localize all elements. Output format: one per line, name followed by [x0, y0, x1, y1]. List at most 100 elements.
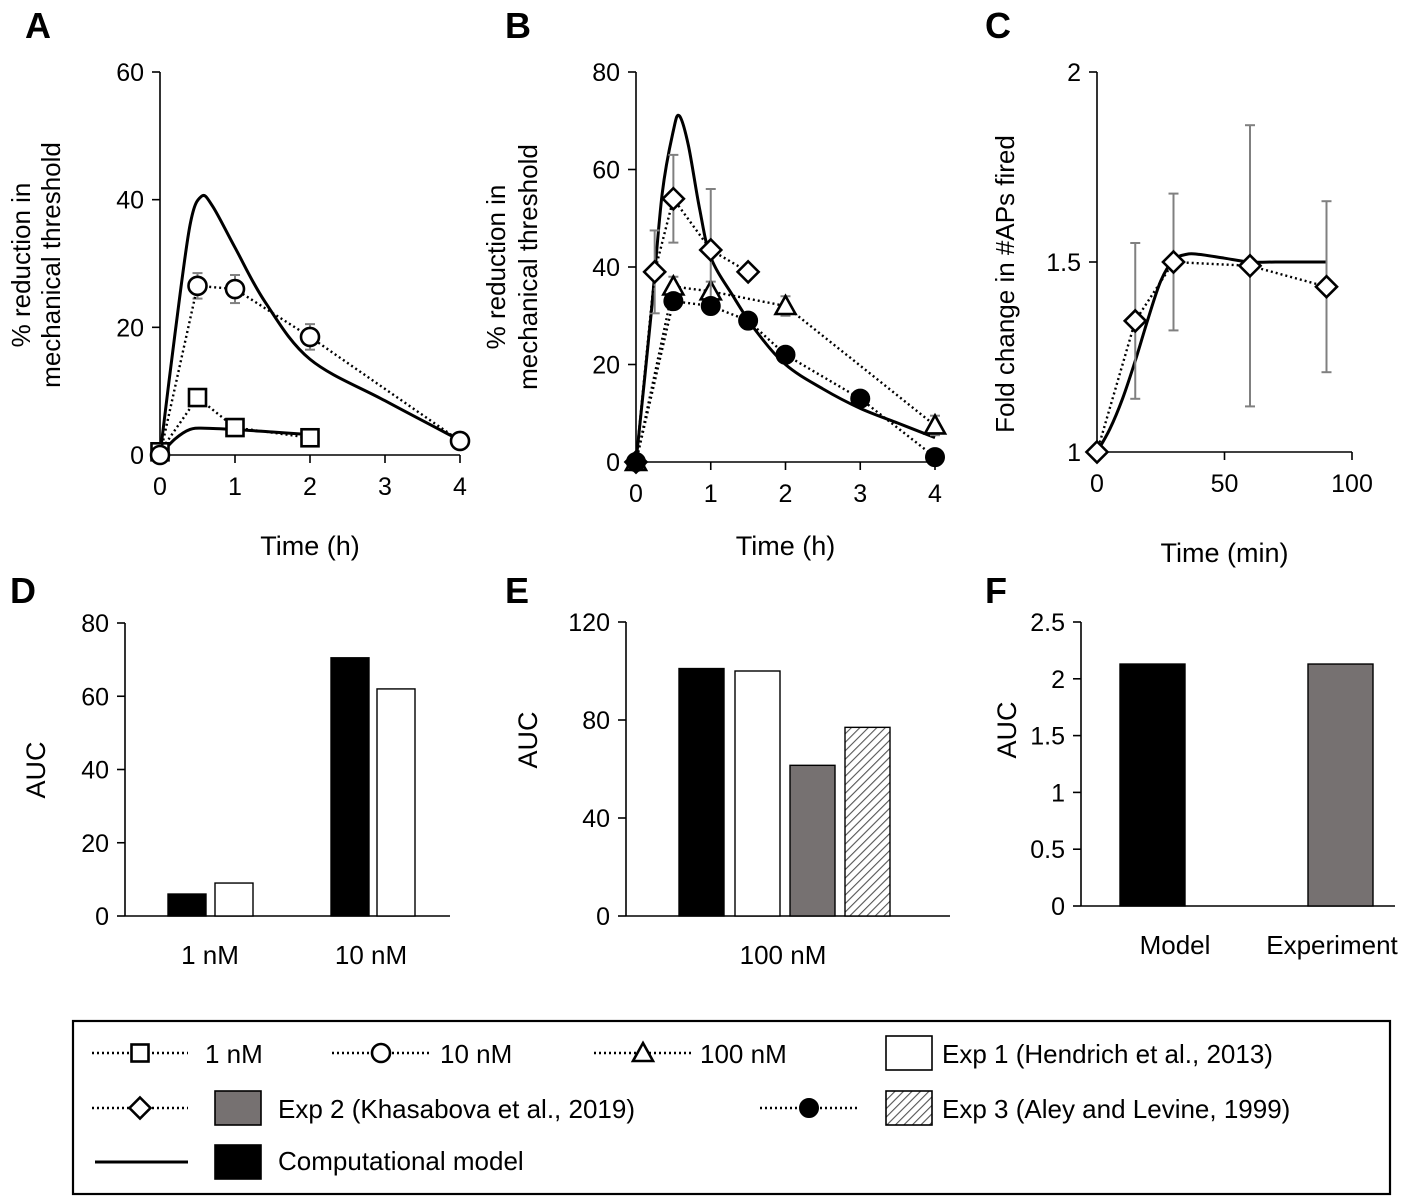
legend-box	[214, 1090, 262, 1126]
y-axis-label: % reduction in	[481, 185, 511, 350]
panel-letter: F	[985, 570, 1007, 611]
data-point	[449, 430, 471, 452]
legend: 1 nM 10 nM 100 nM Exp 1 (Hendrich et al., 2…	[71, 1019, 1392, 1196]
y-axis-label: mechanical threshold	[513, 144, 543, 390]
data-point	[773, 293, 798, 316]
legend-box	[885, 1035, 933, 1071]
y-axis-label: AUC	[513, 711, 543, 768]
legend-label: 100 nM	[700, 1039, 787, 1069]
data-point	[225, 417, 245, 438]
data-point	[1314, 274, 1339, 300]
x-tick-label: 0	[629, 480, 643, 508]
legend-marker	[799, 1098, 819, 1118]
category-label: Model	[1140, 930, 1211, 960]
bar	[330, 657, 370, 917]
x-tick-label: 50	[1211, 470, 1239, 498]
y-axis-label: AUC	[21, 741, 51, 798]
category-label: 100 nM	[740, 940, 827, 970]
panel-letter: A	[25, 5, 51, 46]
y-tick-label: 60	[116, 59, 144, 87]
panel-letter: C	[985, 5, 1011, 46]
y-tick-label: 20	[116, 314, 144, 342]
data-point	[925, 447, 945, 468]
bar	[678, 667, 725, 917]
panel-e: E 0 40 80 120 AUC 100 nM	[505, 570, 950, 970]
data-point	[1122, 308, 1148, 334]
y-axis-label: Fold change in #APs fired	[990, 135, 1020, 433]
legend-box	[885, 1090, 933, 1126]
y-tick-label: 40	[81, 757, 109, 785]
bar	[1307, 663, 1374, 907]
series-line	[634, 299, 936, 463]
panel-letter: E	[505, 570, 529, 611]
x-tick-label: 2	[779, 480, 793, 508]
legend-marker	[127, 1095, 153, 1121]
legend-marker	[130, 1043, 150, 1063]
x-axis-label: Time (h)	[736, 531, 836, 561]
data-point	[663, 291, 684, 312]
y-tick-label: 120	[568, 609, 610, 637]
data-point	[149, 444, 171, 466]
y-tick-label: 40	[116, 187, 144, 215]
y-tick-label: 80	[592, 59, 620, 87]
legend-label: Exp 3 (Aley and Levine, 1999)	[942, 1094, 1290, 1124]
data-point	[300, 427, 320, 448]
data-point	[1237, 253, 1263, 279]
x-axis-label: Time (h)	[260, 531, 360, 561]
legend-label: 10 nM	[440, 1039, 512, 1069]
series-line	[634, 195, 749, 463]
y-axis-label: % reduction in	[6, 183, 36, 348]
y-tick-label: 1	[1051, 779, 1065, 807]
x-tick-label: 3	[853, 480, 867, 508]
legend-label: Exp 1 (Hendrich et al., 2013)	[942, 1039, 1273, 1069]
y-tick-label: 80	[582, 707, 610, 735]
category-label: 10 nM	[335, 940, 407, 970]
series-line	[159, 395, 311, 453]
panel-d: D 0 20 40 60 80 AUC 1 nM 10 nM	[10, 570, 450, 970]
y-tick-label: 1.5	[1030, 723, 1065, 751]
panel-letter: B	[505, 5, 531, 46]
data-point	[738, 310, 759, 331]
model-line	[634, 113, 936, 463]
x-tick-label: 0	[1090, 470, 1104, 498]
panel-letter: D	[10, 570, 36, 611]
data-point	[775, 344, 796, 365]
y-tick-label: 1.5	[1046, 249, 1081, 277]
data-point	[1161, 249, 1186, 275]
panel-f: F 0 0.5 1 1.5 2 2.5 AUC Model Experiment	[985, 570, 1399, 960]
y-tick-label: 60	[81, 683, 109, 711]
model-line	[1095, 252, 1327, 453]
y-tick-label: 2.5	[1030, 609, 1065, 637]
x-tick-label: 4	[453, 473, 467, 501]
bar	[734, 670, 781, 917]
data-point	[299, 326, 321, 348]
bar	[844, 726, 891, 917]
x-tick-label: 1	[704, 480, 718, 508]
data-point	[1084, 439, 1110, 465]
y-tick-label: 0	[1051, 893, 1065, 921]
y-tick-label: 2	[1051, 666, 1065, 694]
y-tick-label: 0	[596, 903, 610, 931]
panel-a: A 0 20 40 60 0 1 2 3 4 Time (h) % reduction in mecha…	[6, 5, 471, 561]
y-tick-label: 60	[592, 157, 620, 185]
y-tick-label: 40	[592, 254, 620, 282]
legend-marker	[630, 1040, 656, 1063]
data-point	[735, 259, 761, 285]
y-tick-label: 20	[592, 352, 620, 380]
x-tick-label: 100	[1331, 470, 1373, 498]
data-point	[698, 237, 724, 263]
legend-frame	[71, 1019, 1392, 1196]
bar	[167, 893, 207, 917]
data-point	[224, 278, 246, 300]
data-point	[922, 412, 948, 435]
y-tick-label: 20	[81, 830, 109, 858]
data-point	[642, 259, 668, 285]
legend-label: Exp 2 (Khasabova et al., 2019)	[278, 1094, 635, 1124]
y-tick-label: 80	[81, 610, 109, 638]
panel-b: B 0 20 40 60 80 0 1 2 3 4 Time (h) % reduction in mec…	[481, 5, 948, 561]
x-tick-label: 1	[228, 473, 242, 501]
category-label: Experiment	[1266, 930, 1398, 960]
bar	[376, 688, 416, 917]
data-point	[187, 275, 208, 297]
panel-c: C 1 1.5 2 0 50 100 Time (min) Fold change in #AP…	[985, 5, 1373, 568]
